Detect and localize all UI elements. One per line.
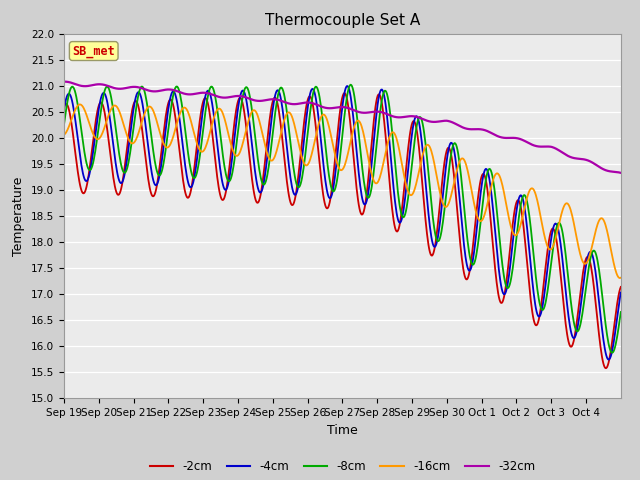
Legend: -2cm, -4cm, -8cm, -16cm, -32cm: -2cm, -4cm, -8cm, -16cm, -32cm xyxy=(145,456,540,478)
Line: -2cm: -2cm xyxy=(64,93,621,368)
-4cm xyxy=(255,189,263,195)
-2cm xyxy=(602,365,609,371)
-8cm xyxy=(617,309,625,315)
-32cm xyxy=(61,79,68,84)
-4cm xyxy=(401,200,408,206)
-4cm xyxy=(276,93,284,99)
-8cm xyxy=(276,85,284,91)
-8cm xyxy=(401,213,408,219)
Text: SB_met: SB_met xyxy=(72,45,115,58)
-8cm xyxy=(60,122,68,128)
-8cm xyxy=(608,350,616,356)
-32cm xyxy=(60,79,68,84)
-16cm xyxy=(126,139,134,144)
-16cm xyxy=(401,175,408,180)
-16cm xyxy=(60,132,68,138)
-4cm xyxy=(343,83,351,89)
-8cm xyxy=(125,155,133,161)
-16cm xyxy=(432,168,440,174)
-32cm xyxy=(228,94,236,99)
-8cm xyxy=(228,173,236,179)
-2cm xyxy=(340,90,348,96)
-32cm xyxy=(277,98,285,104)
-8cm xyxy=(347,82,355,87)
-16cm xyxy=(277,130,285,135)
-4cm xyxy=(228,159,236,165)
-4cm xyxy=(60,106,68,112)
-16cm xyxy=(228,146,236,152)
-32cm xyxy=(432,119,440,125)
-16cm xyxy=(616,275,624,281)
X-axis label: Time: Time xyxy=(327,424,358,437)
-16cm xyxy=(256,120,264,126)
-2cm xyxy=(401,182,408,188)
-16cm xyxy=(76,102,84,108)
-2cm xyxy=(125,126,133,132)
Line: -16cm: -16cm xyxy=(64,105,621,278)
-32cm xyxy=(256,98,264,104)
Title: Thermocouple Set A: Thermocouple Set A xyxy=(265,13,420,28)
-4cm xyxy=(432,243,440,249)
-4cm xyxy=(125,138,133,144)
-32cm xyxy=(401,114,408,120)
-2cm xyxy=(617,284,625,290)
Y-axis label: Temperature: Temperature xyxy=(12,176,26,256)
-4cm xyxy=(605,357,612,362)
-2cm xyxy=(276,119,284,124)
-32cm xyxy=(617,170,625,176)
Line: -32cm: -32cm xyxy=(64,82,621,173)
-16cm xyxy=(617,275,625,280)
Line: -4cm: -4cm xyxy=(64,86,621,360)
-8cm xyxy=(432,233,440,239)
-32cm xyxy=(126,84,134,90)
-8cm xyxy=(255,167,263,172)
-2cm xyxy=(60,104,68,110)
Line: -8cm: -8cm xyxy=(64,84,621,353)
-2cm xyxy=(255,197,263,203)
-4cm xyxy=(617,290,625,296)
-2cm xyxy=(228,144,236,149)
-2cm xyxy=(432,239,440,245)
